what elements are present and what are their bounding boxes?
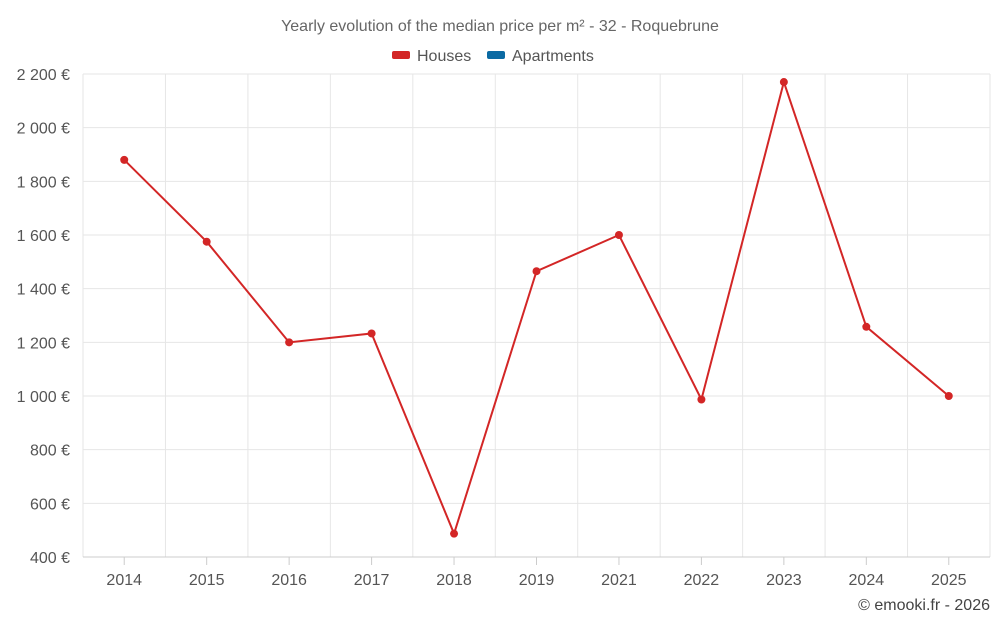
legend-label-houses: Houses — [417, 48, 471, 65]
y-tick-label: 1 400 € — [17, 282, 70, 299]
legend-swatch-houses — [392, 51, 410, 59]
data-point-houses-2022[interactable] — [697, 395, 706, 404]
x-tick-label: 2017 — [354, 572, 390, 589]
y-tick-label: 2 000 € — [17, 121, 70, 138]
x-tick-label: 2022 — [684, 572, 720, 589]
legend: Houses Apartments — [392, 48, 594, 65]
x-tick-label: 2015 — [189, 572, 225, 589]
x-tick-label: 2019 — [519, 572, 555, 589]
data-point-houses-2021[interactable] — [614, 231, 623, 239]
data-point-houses-2019[interactable] — [532, 267, 541, 276]
x-tick-label: 2023 — [766, 572, 802, 589]
legend-label-apartments: Apartments — [512, 48, 594, 65]
data-point-houses-2024[interactable] — [862, 322, 871, 331]
data-point-houses-2025[interactable] — [944, 392, 953, 400]
x-tick-label: 2018 — [436, 572, 472, 589]
x-axis: 2014 2015 2016 2017 2018 2019 2021 2022 2023 2024… — [83, 556, 990, 589]
data-point-houses-2023[interactable] — [779, 78, 788, 87]
chart-title: Yearly evolution of the median price per… — [281, 18, 719, 35]
data-point-houses-2017[interactable] — [367, 329, 376, 338]
x-tick-label: 2025 — [931, 572, 967, 589]
grid — [82, 73, 991, 557]
data-point-houses-2018[interactable] — [450, 529, 459, 538]
x-tick-label: 2014 — [106, 572, 142, 589]
y-tick-label: 1 000 € — [17, 389, 70, 406]
data-point-houses-2015[interactable] — [202, 237, 211, 246]
series-houses — [120, 78, 953, 538]
y-axis: 400 € 600 € 800 € 1 000 € 1 200 € 1 400 € 1 60… — [17, 67, 70, 567]
y-tick-label: 1 200 € — [17, 335, 70, 352]
y-tick-label: 1 800 € — [17, 174, 70, 191]
y-tick-label: 2 200 € — [17, 67, 70, 84]
y-tick-label: 1 600 € — [17, 228, 70, 245]
y-tick-label: 600 € — [30, 496, 70, 513]
data-point-houses-2014[interactable] — [120, 155, 129, 164]
credit-text: © emooki.fr - 2026 — [858, 597, 990, 614]
data-point-houses-2016[interactable] — [285, 338, 294, 347]
x-tick-label: 2024 — [849, 572, 885, 589]
x-tick-label: 2016 — [271, 572, 307, 589]
y-tick-label: 400 € — [30, 550, 70, 567]
y-tick-label: 800 € — [30, 443, 70, 460]
legend-item-apartments[interactable]: Apartments — [487, 48, 594, 65]
legend-item-houses[interactable]: Houses — [392, 48, 471, 65]
x-tick-label: 2021 — [601, 572, 637, 589]
legend-swatch-apartments — [487, 51, 505, 59]
